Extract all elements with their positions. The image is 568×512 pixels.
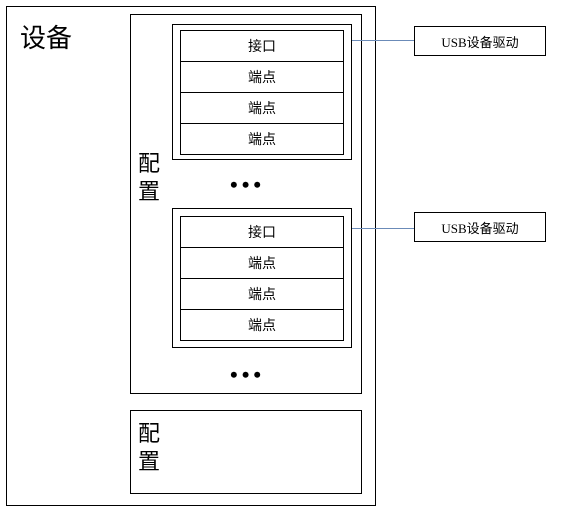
interface-stack-2: 接口 端点 端点 端点 <box>180 216 344 341</box>
endpoint-row: 端点 <box>180 61 344 93</box>
config-label-1-line1: 配 <box>138 151 160 176</box>
device-label: 设备 <box>20 18 72 55</box>
config-label-1: 配 置 <box>138 150 160 205</box>
interface-stack-1: 接口 端点 端点 端点 <box>180 30 344 155</box>
connector-2 <box>352 228 414 229</box>
endpoint-row: 端点 <box>180 123 344 155</box>
ellipsis-1: ••• <box>230 174 265 196</box>
config-label-2: 配 置 <box>138 420 160 475</box>
endpoint-row: 端点 <box>180 278 344 310</box>
ellipsis-2: ••• <box>230 364 265 386</box>
interface-header-1: 接口 <box>180 30 344 62</box>
driver-label-2: USB设备驱动 <box>441 218 518 237</box>
config-label-2-line2: 置 <box>138 449 160 474</box>
endpoint-row: 端点 <box>180 309 344 341</box>
driver-label-1: USB设备驱动 <box>441 32 518 51</box>
endpoint-row: 端点 <box>180 247 344 279</box>
config-box-2 <box>130 410 362 494</box>
driver-box-2: USB设备驱动 <box>414 212 546 242</box>
connector-1 <box>352 40 414 41</box>
driver-box-1: USB设备驱动 <box>414 26 546 56</box>
interface-header-2: 接口 <box>180 216 344 248</box>
endpoint-row: 端点 <box>180 92 344 124</box>
config-label-2-line1: 配 <box>138 421 160 446</box>
config-label-1-line2: 置 <box>138 179 160 204</box>
